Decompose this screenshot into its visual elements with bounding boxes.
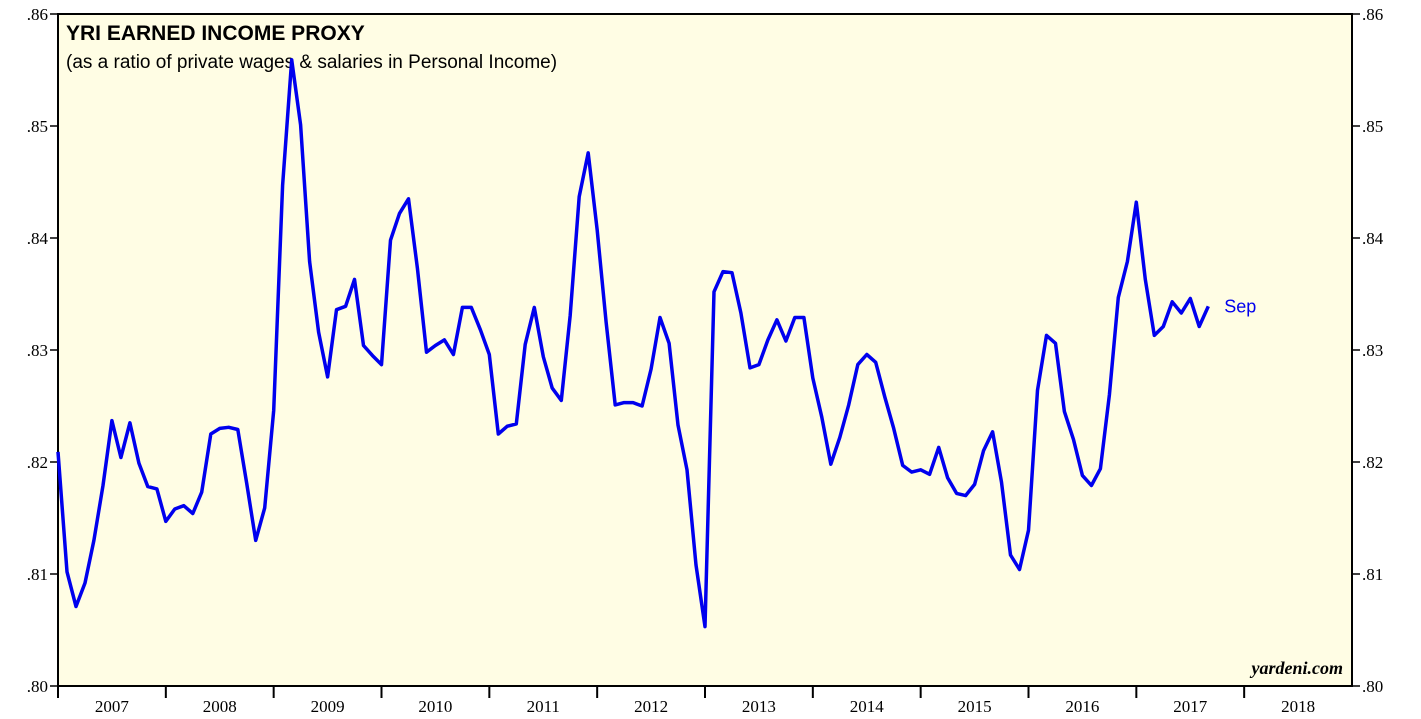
- y-tick-label: .80: [27, 677, 48, 696]
- x-tick-label: 2018: [1281, 697, 1315, 716]
- x-tick-label: 2012: [634, 697, 668, 716]
- x-tick-label: 2014: [850, 697, 885, 716]
- x-tick-label: 2008: [203, 697, 237, 716]
- y-tick-label: .81: [27, 565, 48, 584]
- y2-tick-label: .85: [1362, 117, 1383, 136]
- y-tick-label: .85: [27, 117, 48, 136]
- y2-tick-label: .84: [1362, 229, 1384, 248]
- y-tick-label: .83: [27, 341, 48, 360]
- y2-tick-label: .83: [1362, 341, 1383, 360]
- x-tick-label: 2009: [311, 697, 345, 716]
- x-tick-label: 2017: [1173, 697, 1208, 716]
- x-tick-label: 2013: [742, 697, 776, 716]
- y-tick-label: .82: [27, 453, 48, 472]
- y-tick-label: .86: [27, 5, 48, 24]
- chart-title: YRI EARNED INCOME PROXY: [66, 22, 365, 45]
- credit: yardeni.com: [1250, 658, 1344, 678]
- x-tick-label: 2016: [1065, 697, 1099, 716]
- y2-tick-label: .81: [1362, 565, 1383, 584]
- x-tick-label: 2011: [527, 697, 560, 716]
- x-tick-label: 2015: [958, 697, 992, 716]
- chart-subtitle: (as a ratio of private wages & salaries …: [66, 52, 557, 73]
- x-tick-label: 2010: [418, 697, 452, 716]
- data-line: [56, 58, 1210, 629]
- y-tick-label: .84: [27, 229, 49, 248]
- y2-tick-label: .82: [1362, 453, 1383, 472]
- y2-tick-label: .86: [1362, 5, 1383, 24]
- x-tick-label: 2007: [95, 697, 130, 716]
- annotation: Sep: [1224, 296, 1256, 316]
- y2-tick-label: .80: [1362, 677, 1383, 696]
